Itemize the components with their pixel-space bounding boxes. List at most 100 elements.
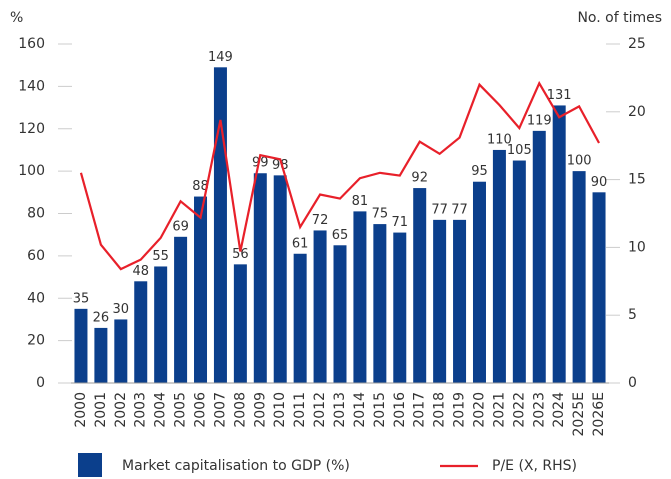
bar-value-label: 92 (411, 171, 428, 186)
bar (333, 245, 347, 383)
bar-value-label: 61 (292, 236, 309, 251)
bar (233, 264, 247, 383)
bar-value-label: 56 (232, 247, 249, 262)
bar (74, 308, 88, 383)
bar (154, 266, 168, 383)
bar (512, 160, 526, 383)
y-tick-label: 0 (36, 375, 45, 391)
legend-swatch (78, 453, 102, 477)
y-tick-label: 40 (27, 290, 45, 306)
y2-tick-label: 0 (628, 375, 637, 391)
bar-value-label: 95 (471, 164, 488, 179)
bar (472, 181, 486, 383)
bar-value-label: 26 (93, 310, 110, 325)
bar (572, 171, 586, 383)
bar (194, 196, 208, 383)
x-tick-label: 2024 (551, 392, 567, 428)
x-tick-label: 2020 (471, 392, 487, 428)
bar-value-label: 55 (152, 249, 169, 264)
bar-value-label: 48 (132, 264, 149, 279)
bar (353, 211, 367, 383)
bar-value-label: 75 (372, 207, 389, 222)
bar-value-label: 99 (252, 156, 269, 171)
bar-value-label: 81 (352, 194, 369, 209)
x-tick-label: 2011 (292, 392, 308, 428)
bar (552, 105, 566, 383)
bar-value-label: 77 (451, 202, 468, 217)
y-axis-label: % (10, 10, 23, 26)
x-tick-label: 2022 (511, 392, 527, 428)
bar (293, 253, 307, 383)
bar-value-label: 98 (272, 158, 289, 173)
y2-tick-label: 5 (628, 307, 637, 323)
bar (393, 232, 407, 383)
x-tick-label: 2017 (412, 392, 428, 428)
bar-value-label: 69 (172, 219, 189, 234)
x-tick-label: 2005 (173, 392, 189, 428)
x-tick-label: 2006 (193, 392, 209, 428)
bar-value-label: 105 (507, 143, 532, 158)
y-tick-label: 80 (27, 206, 45, 222)
bar-value-label: 110 (487, 132, 512, 147)
bar (213, 67, 227, 384)
x-tick-label: 2013 (332, 392, 348, 428)
y2-axis-label: No. of times (577, 10, 662, 26)
x-tick-label: 2000 (73, 392, 89, 428)
x-tick-label: 2001 (93, 392, 109, 428)
bar (94, 327, 108, 383)
bar (373, 224, 387, 383)
bar (433, 219, 447, 383)
bar (273, 175, 287, 383)
y-tick-label: 60 (27, 248, 45, 264)
x-tick-label: 2015 (372, 392, 388, 428)
x-tick-label: 2007 (212, 392, 228, 428)
bar-value-label: 100 (567, 154, 592, 169)
x-tick-label: 2003 (133, 392, 149, 428)
bar (453, 219, 467, 383)
x-tick-label: 2012 (312, 392, 328, 428)
legend-label: P/E (X, RHS) (492, 458, 577, 474)
x-tick-label: 2004 (153, 392, 169, 428)
bar (114, 319, 128, 383)
bar (313, 230, 327, 383)
bar-value-label: 149 (208, 50, 233, 65)
bar (592, 192, 606, 383)
bar-value-label: 71 (392, 215, 409, 230)
bar-value-label: 131 (547, 88, 572, 103)
x-tick-label: 2021 (491, 392, 507, 428)
y2-tick-label: 25 (628, 36, 646, 52)
bar (413, 188, 427, 383)
bar-value-label: 77 (431, 202, 448, 217)
y2-tick-label: 10 (628, 239, 646, 255)
x-tick-label: 2025E (571, 392, 587, 436)
legend-label: Market capitalisation to GDP (%) (122, 458, 350, 474)
bar-value-label: 119 (527, 113, 552, 128)
y-tick-label: 20 (27, 333, 45, 349)
bar-value-label: 30 (113, 302, 130, 317)
bar (134, 281, 148, 383)
bar (253, 173, 267, 383)
x-tick-label: 2008 (232, 392, 248, 428)
line (79, 80, 601, 271)
bar-value-label: 90 (591, 175, 608, 190)
y2-tick-label: 15 (628, 172, 646, 188)
y-tick-label: 100 (18, 163, 45, 179)
x-tick-label: 2016 (392, 392, 408, 428)
x-tick-label: 2002 (113, 392, 129, 428)
x-tick-label: 2023 (531, 392, 547, 428)
bar-value-label: 35 (73, 291, 90, 306)
x-tick-label: 2026E (591, 392, 607, 436)
y2-tick-label: 20 (628, 104, 646, 120)
bar (492, 149, 506, 383)
bar-value-label: 65 (332, 228, 349, 243)
x-tick-label: 2019 (452, 392, 468, 428)
bar-value-label: 72 (312, 213, 329, 228)
bar-value-label: 88 (192, 179, 209, 194)
x-tick-label: 2009 (252, 392, 268, 428)
y-tick-label: 160 (18, 36, 45, 52)
bar (174, 236, 188, 383)
x-tick-label: 2018 (432, 392, 448, 428)
bar (532, 130, 546, 383)
y-tick-label: 140 (18, 78, 45, 94)
